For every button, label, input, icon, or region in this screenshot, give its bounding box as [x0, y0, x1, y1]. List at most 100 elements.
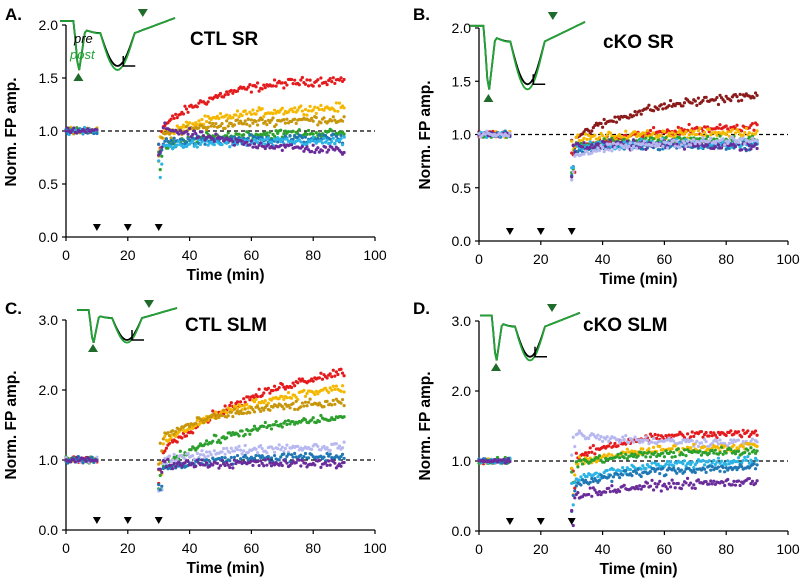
data-point [599, 473, 603, 477]
data-point [322, 444, 326, 448]
data-point [283, 419, 287, 423]
data-point [248, 432, 252, 436]
data-point [317, 150, 321, 154]
data-point [682, 470, 687, 474]
data-point [157, 142, 161, 146]
data-point [242, 133, 246, 137]
data-point [710, 461, 714, 465]
data-point [300, 136, 304, 140]
data-point [314, 130, 318, 135]
series-green [64, 126, 346, 172]
data-point [323, 145, 328, 149]
data-point [268, 423, 272, 428]
data-point [601, 134, 605, 138]
data-point [726, 477, 730, 482]
series-red [64, 367, 346, 486]
data-point [84, 130, 88, 134]
data-point [171, 141, 175, 145]
data-point [330, 129, 334, 133]
data-point [713, 448, 717, 452]
data-point [709, 479, 713, 483]
data-point [755, 444, 759, 448]
data-point [249, 90, 253, 94]
data-point [280, 395, 284, 399]
data-point [263, 146, 267, 151]
data-point [276, 446, 280, 451]
data-point [223, 126, 227, 130]
data-point [255, 123, 260, 127]
data-point [613, 441, 617, 446]
panel-label: B. [413, 5, 430, 24]
data-point [333, 387, 337, 391]
data-point [744, 458, 748, 462]
data-point [342, 404, 346, 408]
data-point [570, 175, 574, 179]
data-point [723, 143, 727, 147]
data-point [214, 410, 218, 414]
data-point [682, 141, 687, 145]
data-point [330, 375, 334, 379]
data-point [163, 139, 167, 143]
data-point [334, 442, 338, 446]
data-point [183, 104, 187, 108]
data-point [624, 434, 628, 438]
data-point [257, 387, 261, 391]
data-point [577, 455, 582, 459]
data-point [701, 98, 705, 103]
data-point [158, 467, 162, 471]
data-point [693, 486, 697, 490]
data-point [220, 450, 224, 454]
data-point [732, 479, 736, 483]
data-point [288, 406, 292, 410]
data-point [320, 149, 325, 153]
data-point [692, 138, 696, 142]
data-point [619, 469, 623, 473]
data-point [95, 128, 99, 132]
data-point [308, 397, 312, 401]
data-point [736, 438, 741, 442]
data-point [248, 82, 252, 87]
data-point [696, 144, 700, 148]
fp-trace-inset [470, 12, 586, 102]
data-point [198, 463, 203, 467]
data-point [736, 430, 741, 434]
data-point [203, 138, 207, 142]
data-point [293, 106, 297, 110]
data-point [306, 109, 311, 113]
data-point [624, 468, 628, 473]
data-point [271, 389, 275, 393]
data-point [249, 112, 253, 116]
data-point [320, 141, 325, 145]
data-point [169, 463, 173, 467]
data-point [594, 149, 599, 153]
data-point [702, 144, 707, 148]
data-point [302, 149, 306, 153]
data-point [308, 104, 312, 108]
data-point [617, 132, 622, 137]
data-point [755, 458, 759, 462]
data-point [750, 121, 755, 126]
data-point [238, 448, 243, 452]
data-point [337, 457, 342, 461]
data-point [699, 139, 704, 143]
data-point [634, 113, 639, 117]
data-point [753, 142, 758, 146]
data-point [735, 95, 739, 99]
data-point [191, 461, 195, 465]
y-tick-label: 0.0 [452, 233, 472, 249]
data-point [570, 453, 574, 457]
data-point [234, 113, 238, 117]
data-point [269, 427, 274, 431]
data-point [272, 108, 277, 112]
data-point [232, 449, 237, 453]
y-tick-label: 0.0 [39, 229, 59, 245]
data-point [630, 473, 634, 478]
data-point [641, 464, 645, 468]
data-point [259, 444, 263, 448]
data-point [316, 444, 320, 449]
data-point [257, 118, 261, 122]
scale-bar [122, 56, 136, 67]
data-point [211, 137, 215, 141]
data-point [238, 404, 243, 408]
